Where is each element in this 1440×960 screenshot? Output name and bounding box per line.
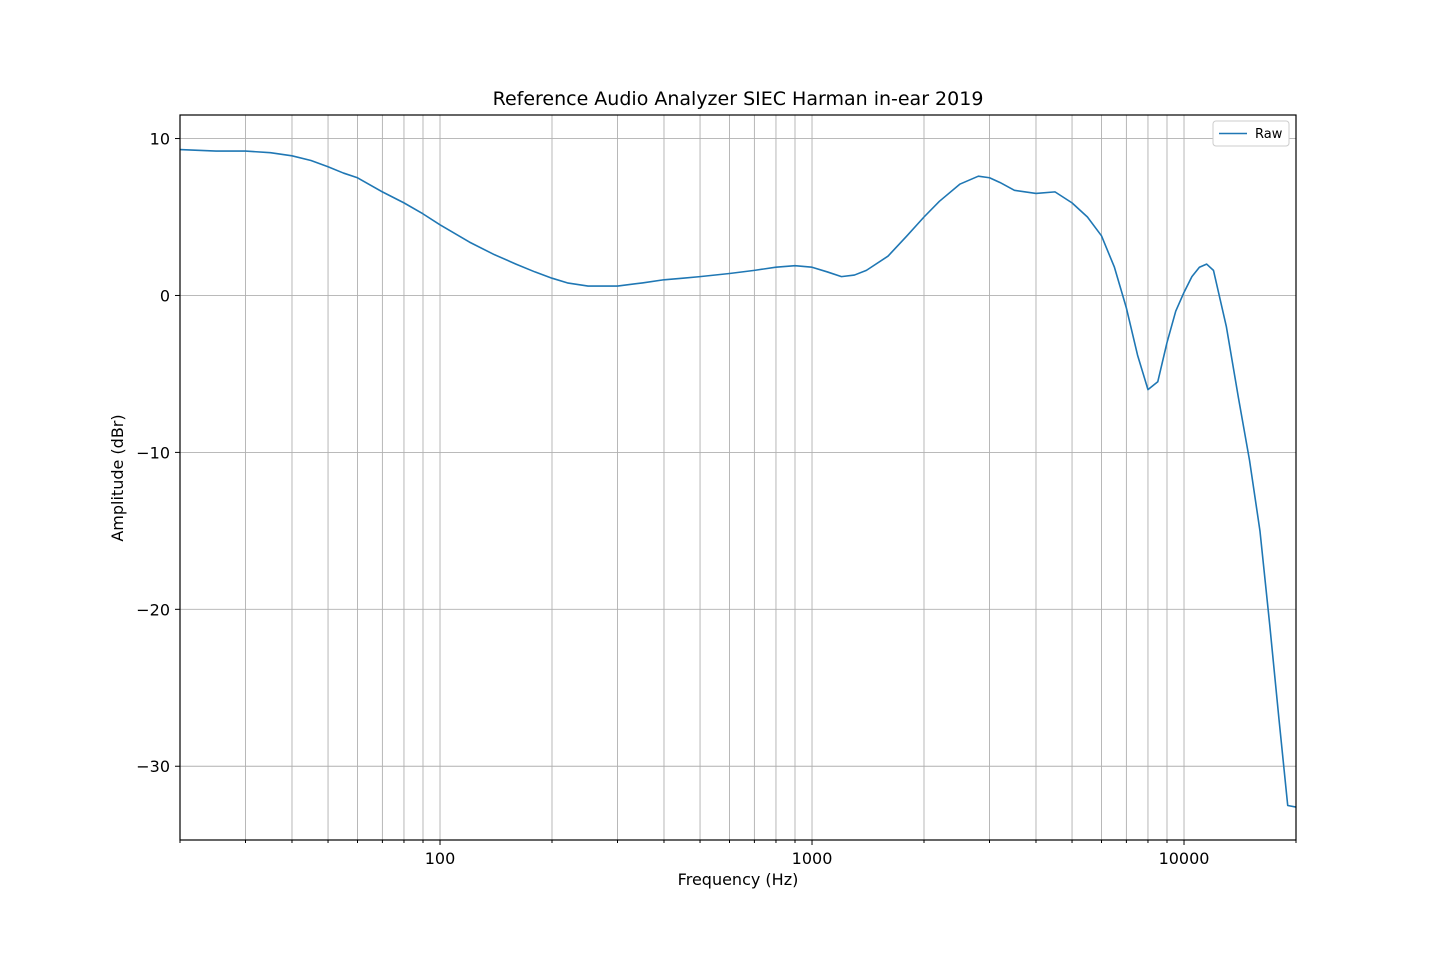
legend-box xyxy=(1212,120,1290,147)
y-tick-label: −10 xyxy=(136,443,170,462)
plot-frame xyxy=(179,114,1297,841)
y-tick-label: 0 xyxy=(160,286,170,305)
legend: Raw xyxy=(1212,120,1290,147)
x-axis-title: Frequency (Hz) xyxy=(678,870,799,889)
line-layer xyxy=(179,148,1297,808)
x-tick-label: 100 xyxy=(425,849,456,868)
series-line-raw xyxy=(179,148,1297,808)
chart-title: Reference Audio Analyzer SIEC Harman in-… xyxy=(493,88,984,110)
x-tick-label: 10000 xyxy=(1159,849,1210,868)
grid-layer xyxy=(179,115,1297,840)
legend-label-raw: Raw xyxy=(1255,127,1283,142)
y-axis-title: Amplitude (dBr) xyxy=(108,414,127,541)
y-tick-label: 10 xyxy=(150,130,170,149)
y-tick-label: −30 xyxy=(136,757,170,776)
y-tick-label: −20 xyxy=(136,600,170,619)
x-tick-label: 1000 xyxy=(792,849,833,868)
